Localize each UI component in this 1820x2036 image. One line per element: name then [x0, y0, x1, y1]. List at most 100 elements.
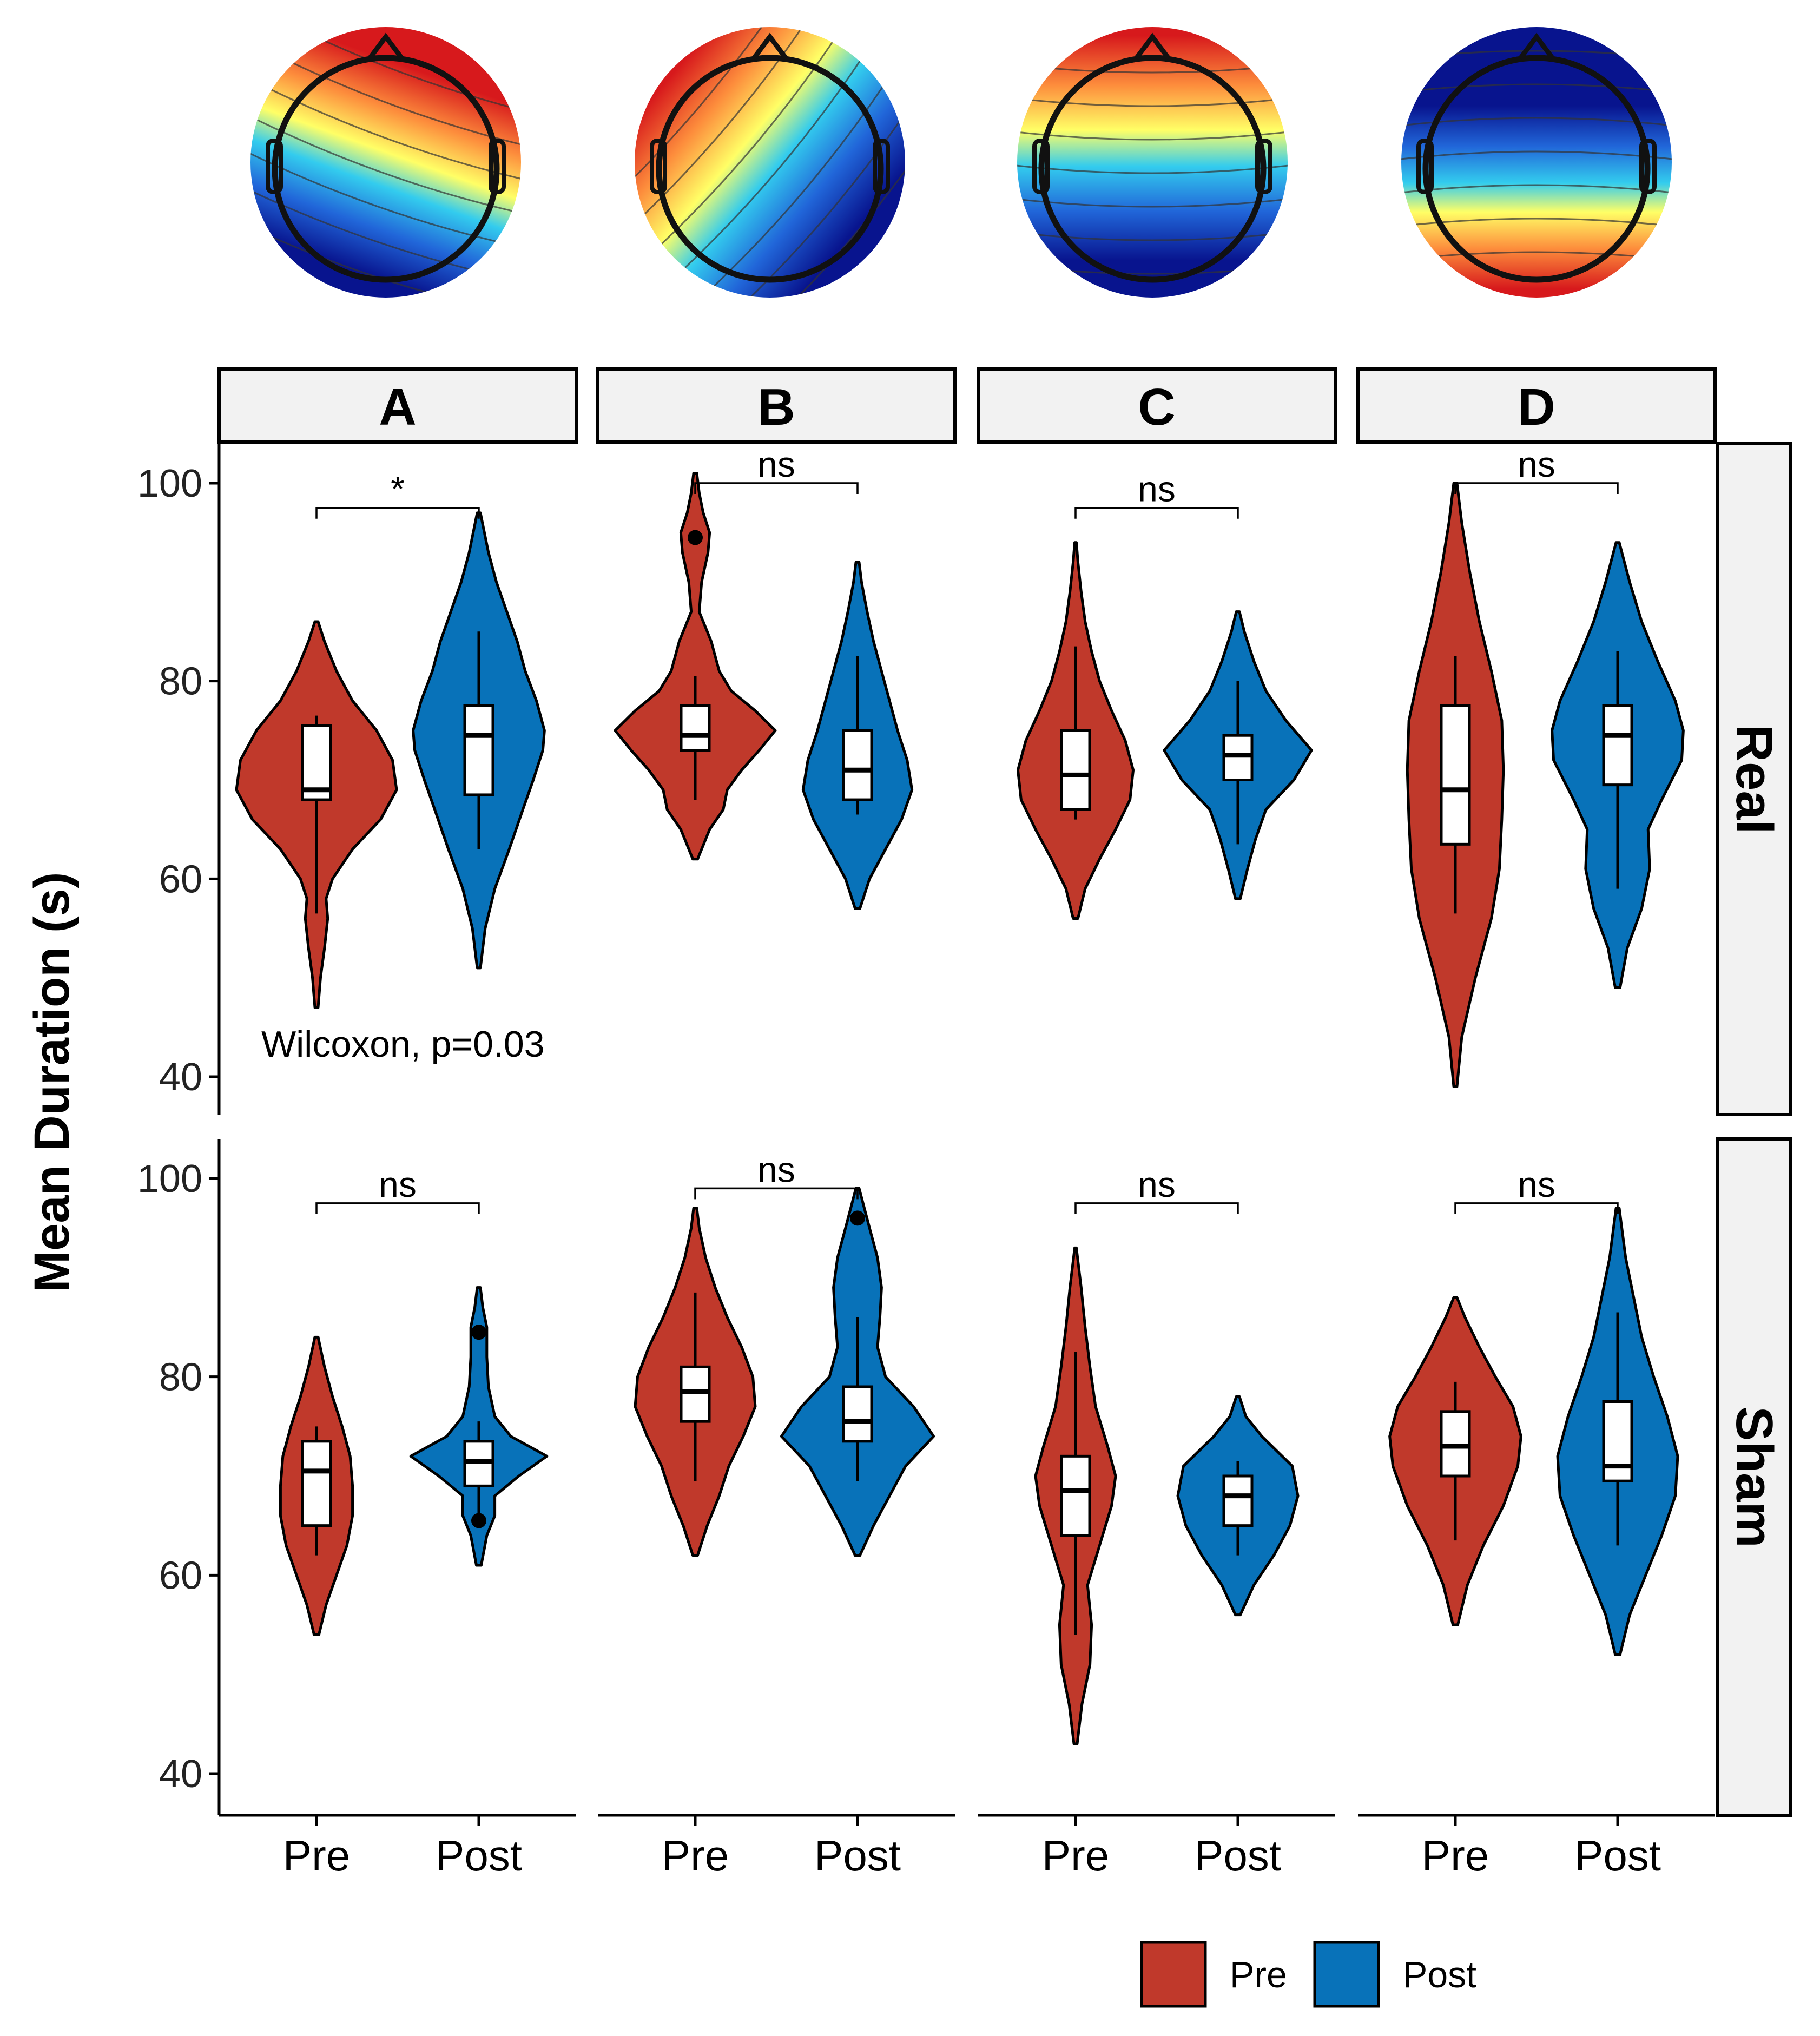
head-outline-icon	[1422, 55, 1651, 283]
facet-strips: A B C D Real Sham	[217, 367, 1792, 1817]
panel-A-sham: ns	[279, 1164, 549, 1636]
y-tick-label: 60	[159, 858, 202, 901]
topomap-row	[250, 27, 1672, 298]
boxplot-box	[1440, 1410, 1471, 1478]
nose-icon	[367, 32, 404, 60]
boxplot-box	[1222, 734, 1254, 781]
y-tick-label: 80	[159, 1356, 202, 1399]
x-tick-label: Pre	[662, 1831, 729, 1880]
topomap-D	[1401, 27, 1672, 298]
nose-icon	[1518, 32, 1555, 60]
x-tick-label: Pre	[1042, 1831, 1110, 1880]
significance-label: ns	[1138, 469, 1176, 509]
strip-label-D: D	[1518, 378, 1555, 436]
left-ear-icon	[1032, 139, 1050, 194]
topomap-A	[250, 27, 521, 298]
boxplot-box	[680, 1365, 711, 1423]
violin-panels: * ns ns ns ns ns ns ns	[235, 444, 1685, 1745]
legend-item-pre: Pre	[1140, 1941, 1287, 2008]
boxplot-box	[680, 704, 711, 752]
significance-label: ns	[1138, 1164, 1176, 1204]
legend-item-post: Post	[1313, 1941, 1476, 2008]
topomap-B	[635, 27, 905, 298]
right-ear-icon	[489, 139, 506, 194]
significance-label: ns	[757, 444, 795, 484]
significance-bracket	[1074, 1202, 1239, 1214]
panel-B-real: ns	[614, 444, 914, 910]
significance-label: ns	[757, 1149, 795, 1189]
y-tick-label: 80	[159, 660, 202, 703]
boxplot-box	[1060, 1454, 1091, 1537]
boxplot-box	[463, 1440, 494, 1487]
legend-swatch	[1313, 1941, 1380, 2008]
head-outline-icon	[1038, 55, 1267, 283]
boxplot-box	[842, 1385, 873, 1443]
y-axis-title: Mean Duration (s)	[24, 872, 80, 1293]
x-tick-label: Pre	[283, 1831, 351, 1880]
right-ear-icon	[1255, 139, 1272, 194]
strip-A: A	[217, 367, 578, 444]
x-tick-label: Post	[1195, 1831, 1281, 1880]
outlier-point	[850, 1210, 865, 1226]
strip-C: C	[977, 367, 1337, 444]
boxplot-box	[301, 1440, 332, 1527]
strip-label-A: A	[379, 378, 416, 436]
y-tick-label: 100	[137, 1157, 202, 1201]
significance-label: ns	[1518, 444, 1555, 484]
significance-bracket	[315, 1202, 480, 1214]
significance-bracket	[694, 1187, 859, 1200]
significance-bracket	[694, 482, 859, 494]
significance-label: *	[391, 469, 405, 509]
left-ear-icon	[266, 139, 283, 194]
legend-label: Post	[1403, 1954, 1476, 1995]
boxplot-box	[463, 704, 494, 796]
boxplot-box	[1060, 729, 1091, 811]
legend-label: Pre	[1230, 1954, 1287, 1995]
boxplot-box	[842, 729, 873, 801]
x-tick-label: Pre	[1422, 1831, 1489, 1880]
legend-swatch	[1140, 1941, 1207, 2008]
panel-B-sham: ns	[634, 1149, 935, 1557]
boxplot-box	[1602, 1400, 1633, 1482]
significance-label: ns	[1518, 1164, 1555, 1204]
boxplot-box	[301, 724, 332, 801]
panel-C-sham: ns	[1034, 1164, 1300, 1745]
strip-label-sham: Sham	[1725, 1406, 1783, 1547]
significance-bracket	[315, 506, 480, 519]
panel-D-sham: ns	[1388, 1164, 1679, 1656]
boxplot-box	[1440, 704, 1471, 846]
left-ear-icon	[1416, 139, 1434, 194]
wilcoxon-annotation: Wilcoxon, p=0.03	[261, 1024, 545, 1065]
right-ear-icon	[873, 139, 890, 194]
legend: Pre Post	[1140, 1941, 1476, 2008]
strip-label-real: Real	[1725, 724, 1783, 834]
axes: 40 60 80 100 40 60 80 100 Pre Post Pre Post Pre Post P…	[137, 444, 1715, 1880]
head-outline-icon	[656, 55, 884, 283]
nose-icon	[751, 32, 788, 60]
x-tick-label: Post	[814, 1831, 901, 1880]
x-tick-label: Post	[1574, 1831, 1661, 1880]
panel-C-real: ns	[1016, 469, 1313, 920]
left-ear-icon	[650, 139, 667, 194]
y-tick-label: 60	[159, 1554, 202, 1597]
nose-icon	[1134, 32, 1171, 60]
strip-B: B	[596, 367, 957, 444]
panel-D-real: ns	[1406, 444, 1685, 1088]
strip-label-C: C	[1138, 378, 1175, 436]
boxplot-box	[1222, 1474, 1254, 1527]
panel-A-real: *	[235, 469, 546, 1009]
y-tick-label: 100	[137, 462, 202, 505]
significance-bracket	[1454, 482, 1619, 494]
significance-label: ns	[379, 1164, 417, 1204]
outlier-point	[471, 1513, 486, 1528]
significance-bracket	[1454, 1202, 1619, 1214]
x-tick-label: Post	[436, 1831, 522, 1880]
significance-bracket	[1074, 506, 1239, 519]
y-tick-label: 40	[159, 1752, 202, 1796]
strip-label-B: B	[757, 378, 795, 436]
topomap-C	[1017, 27, 1288, 298]
strip-sham: Sham	[1716, 1137, 1792, 1817]
y-tick-label: 40	[159, 1056, 202, 1099]
outlier-point	[471, 1325, 486, 1340]
